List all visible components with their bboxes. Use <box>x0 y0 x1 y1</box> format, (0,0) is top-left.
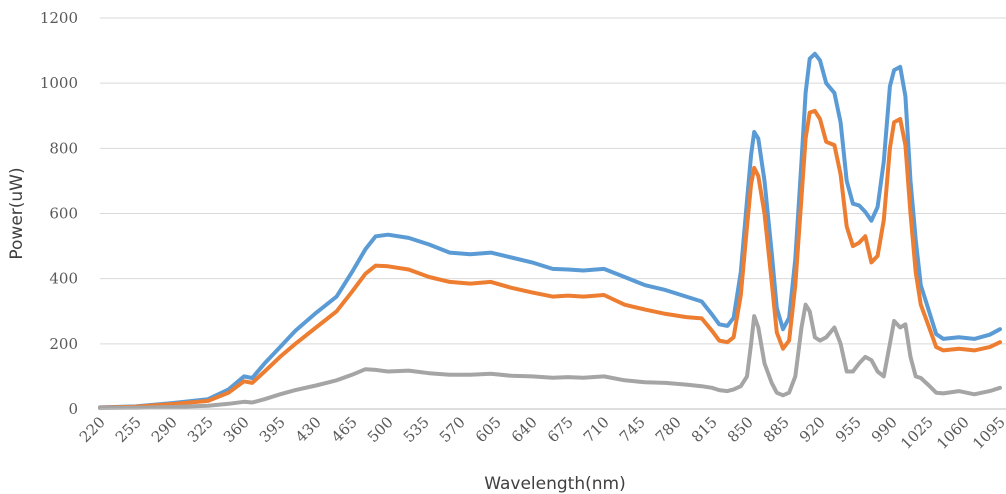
x-tick-label: 815 <box>688 413 721 446</box>
x-axis-tick-labels: 220 255 290 325 360 395 430 465 500 535 570 605 640 6… <box>76 413 1006 453</box>
x-tick-label: 255 <box>112 413 145 446</box>
y-tick-label: 0 <box>68 400 78 418</box>
y-tick-label: 200 <box>49 335 78 353</box>
series-line-3 <box>98 302 1002 410</box>
y-axis-title: Power(uW) <box>7 167 27 259</box>
y-tick-label: 800 <box>49 139 78 157</box>
x-tick-label: 885 <box>760 413 793 446</box>
x-tick-label: 1060 <box>933 413 973 453</box>
x-tick-label: 465 <box>328 413 361 446</box>
x-tick-label: 1095 <box>969 413 1006 453</box>
x-tick-label: 850 <box>724 413 757 446</box>
x-tick-label: 290 <box>148 413 181 446</box>
y-tick-label: 600 <box>49 205 78 223</box>
x-tick-label: 955 <box>832 413 865 446</box>
x-tick-label: 360 <box>220 413 253 446</box>
horizontal-gridlines <box>100 17 1006 345</box>
x-tick-label: 640 <box>508 413 541 446</box>
x-tick-label: 1025 <box>897 413 937 453</box>
x-axis-title: Wavelength(nm) <box>484 474 625 494</box>
x-tick-label: 920 <box>796 413 829 446</box>
x-tick-label: 605 <box>472 413 505 446</box>
x-tick-label: 395 <box>256 413 289 446</box>
y-tick-label: 1000 <box>40 74 78 92</box>
x-tick-label: 780 <box>652 413 685 446</box>
x-tick-label: 325 <box>184 413 217 446</box>
x-tick-label: 500 <box>364 413 397 446</box>
y-tick-label: 1200 <box>40 9 78 27</box>
y-axis-tick-labels: 0 200 400 600 800 1000 1200 <box>40 9 78 418</box>
x-tick-label: 430 <box>292 413 325 446</box>
x-tick-label: 745 <box>616 413 649 446</box>
y-tick-label: 400 <box>49 270 78 288</box>
x-tick-label: 220 <box>76 413 109 446</box>
x-tick-label: 710 <box>580 413 613 446</box>
series-line-1 <box>98 51 1002 410</box>
series-lines <box>98 51 1002 410</box>
x-tick-label: 675 <box>544 413 577 446</box>
series-line-2 <box>98 108 1002 410</box>
x-tick-label: 535 <box>400 413 433 446</box>
x-tick-label: 990 <box>868 413 901 446</box>
x-tick-label: 570 <box>436 413 469 446</box>
